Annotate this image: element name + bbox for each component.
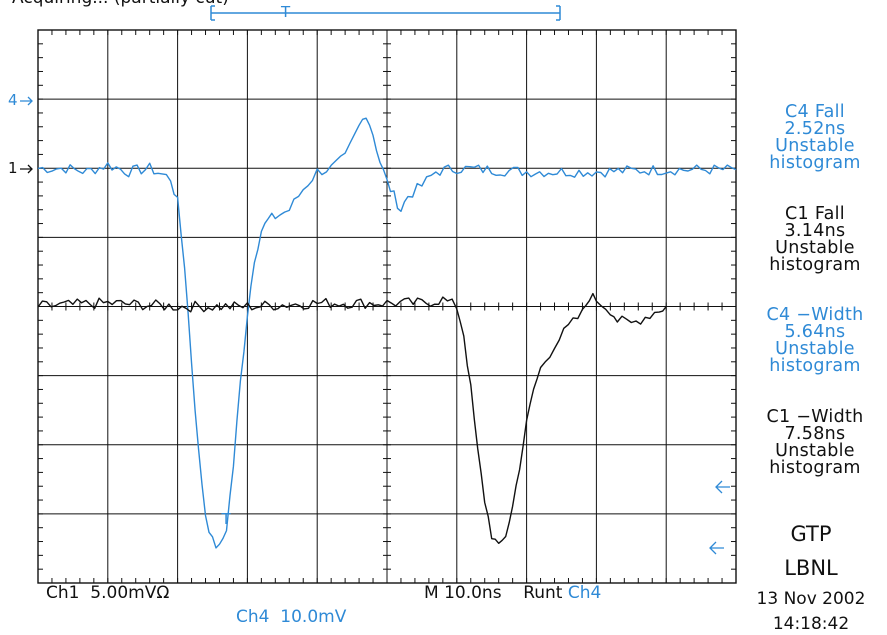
waveform-traces: T (37, 117, 737, 549)
channel-markers: 4 1 (8, 91, 730, 555)
ch4-ground-marker: 4 (8, 91, 18, 109)
measurement-label: C4 −Width (766, 305, 864, 325)
ch4-scale: 10.0mV (280, 607, 347, 627)
measurement-status2: histogram (769, 153, 861, 173)
measurement-label: C1 Fall (785, 204, 845, 224)
trace-ch4 (37, 117, 737, 549)
measurement-status: Unstable (775, 238, 855, 258)
trigger-bar-line (210, 5, 561, 21)
measurement-label: C1 −Width (766, 407, 864, 427)
measurement-status: Unstable (775, 339, 855, 359)
measurement-c4-width: C4 −Width 5.64ns Unstable histogram (748, 305, 882, 376)
measurement-status2: histogram (769, 356, 861, 376)
ch1-scale-readout: Ch1 5.00mVΩ (46, 583, 169, 603)
timebase: M 10.0ns (424, 583, 502, 603)
ch4-scale-readout: Ch4 10.0mV (236, 607, 346, 627)
measurement-status: Unstable (775, 136, 855, 156)
ch1-ground-marker: 1 (8, 159, 18, 177)
measurement-status2: histogram (769, 255, 861, 275)
trigger-top-marker: T (280, 3, 291, 21)
ch4-marker-arrow-icon (20, 96, 33, 106)
stamp-date: 13 Nov 2002 (756, 589, 866, 609)
measurement-value: 3.14ns (784, 221, 846, 241)
measurement-value: 5.64ns (784, 322, 846, 342)
trigger-mode: Runt (523, 583, 563, 603)
measurement-label: C4 Fall (785, 102, 845, 122)
ch1-scale: 5.00mVΩ (90, 583, 170, 603)
ch1-marker-arrow-icon (20, 164, 33, 174)
graticule (37, 29, 737, 584)
stamp-time: 14:18:42 (772, 614, 850, 634)
measurement-c1-width: C1 −Width 7.58ns Unstable histogram (748, 407, 882, 478)
timebase-readout: M 10.0ns Runt Ch4 (424, 583, 601, 603)
trigger-position-bar: T (210, 3, 561, 21)
measurement-value: 7.58ns (784, 424, 846, 444)
ch4-label: Ch4 (236, 607, 270, 627)
measurement-c1-fall: C1 Fall 3.14ns Unstable histogram (748, 204, 882, 275)
stamp-line2: LBNL (784, 556, 838, 580)
trigger-source: Ch4 (567, 583, 602, 603)
measurement-status: Unstable (775, 441, 855, 461)
trace-ch1 (37, 292, 667, 544)
ch4-offscreen-arrow2-icon (709, 541, 724, 555)
trigger-level-marker: T (220, 510, 231, 528)
ch4-offscreen-arrow-icon (715, 480, 730, 494)
acquisition-status: Acquiring... (partially cut) (12, 0, 229, 8)
stamp-line1: GTP (790, 522, 832, 546)
measurement-value: 2.52ns (784, 119, 846, 139)
measurement-c4-fall: C4 Fall 2.52ns Unstable histogram (748, 102, 882, 173)
ch1-label: Ch1 (46, 583, 80, 603)
measurement-status2: histogram (769, 458, 861, 478)
